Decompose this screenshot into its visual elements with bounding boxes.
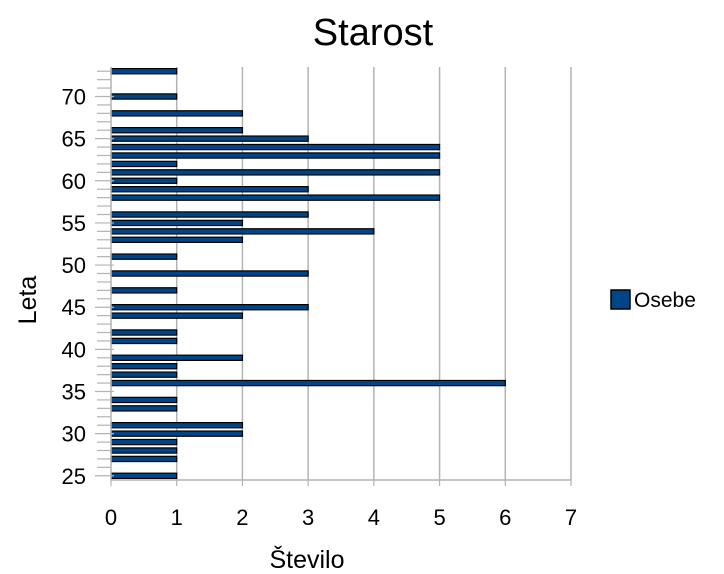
- x-tick-label-5: 5: [433, 505, 445, 530]
- bar-age-73: [110, 68, 178, 75]
- bar-age-65: [110, 135, 309, 142]
- bar-age-44: [110, 312, 244, 319]
- bar-age-33: [110, 405, 178, 412]
- bar-age-61: [110, 169, 441, 176]
- x-tick-label-6: 6: [499, 505, 511, 530]
- y-tick-label-30: 30: [62, 422, 86, 447]
- x-tick-label-3: 3: [302, 505, 314, 530]
- y-tick-label-65: 65: [62, 127, 86, 152]
- x-tick-label-0: 0: [105, 505, 117, 530]
- bar-age-56: [110, 211, 309, 218]
- x-axis-label: Število: [269, 545, 344, 574]
- bar-age-55: [110, 219, 244, 227]
- bar-age-49: [110, 270, 309, 277]
- bar-age-29: [110, 438, 178, 446]
- bar-age-39: [110, 354, 244, 361]
- bar-age-70: [110, 93, 178, 100]
- y-tick-label-40: 40: [62, 337, 86, 362]
- bar-age-42: [110, 329, 178, 336]
- x-tick-label-7: 7: [565, 505, 577, 530]
- bar-age-58: [110, 194, 441, 201]
- bar-age-45: [110, 304, 309, 311]
- bar-age-64: [110, 143, 441, 151]
- bar-age-25: [110, 472, 178, 479]
- y-axis-label: Leta: [14, 276, 42, 325]
- bar-age-53: [110, 236, 244, 243]
- bar-age-47: [110, 287, 178, 294]
- y-tick-label-60: 60: [62, 169, 86, 194]
- y-tick-label-45: 45: [62, 295, 86, 320]
- y-tick-label-50: 50: [62, 253, 86, 278]
- bar-age-66: [110, 127, 244, 134]
- legend-label: Osebe: [634, 289, 696, 312]
- bar-age-41: [110, 337, 178, 345]
- bar-age-63: [110, 152, 441, 159]
- bar-age-28: [110, 447, 178, 454]
- bar-age-27: [110, 455, 178, 463]
- y-tick-label-70: 70: [62, 85, 86, 110]
- chart-title: Starost: [313, 12, 434, 54]
- bar-age-59: [110, 186, 309, 193]
- legend-swatch: [610, 289, 631, 310]
- x-tick-labels: 0 1 2 3 4 5 6 7: [105, 505, 577, 530]
- y-tick-label-55: 55: [62, 211, 86, 236]
- x-tick-label-1: 1: [171, 505, 183, 530]
- bar-age-30: [110, 430, 244, 437]
- axes-group: [95, 67, 572, 486]
- x-tick-label-2: 2: [236, 505, 248, 530]
- bar-age-54: [110, 228, 375, 235]
- legend: Osebe: [610, 289, 696, 312]
- bar-age-37: [110, 371, 178, 378]
- x-tick-label-4: 4: [368, 505, 380, 530]
- bar-age-31: [110, 422, 244, 429]
- bar-age-68: [110, 110, 244, 117]
- bar-age-62: [110, 160, 178, 168]
- y-tick-label-35: 35: [62, 380, 86, 405]
- bar-age-36: [110, 379, 506, 387]
- bar-age-38: [110, 363, 178, 370]
- bar-age-34: [110, 396, 178, 404]
- y-tick-labels: 25 30 35 40 45 50 55 60 65 70: [62, 85, 86, 489]
- bar-age-51: [110, 253, 178, 260]
- bar-age-60: [110, 177, 178, 184]
- y-tick-label-25: 25: [62, 464, 86, 489]
